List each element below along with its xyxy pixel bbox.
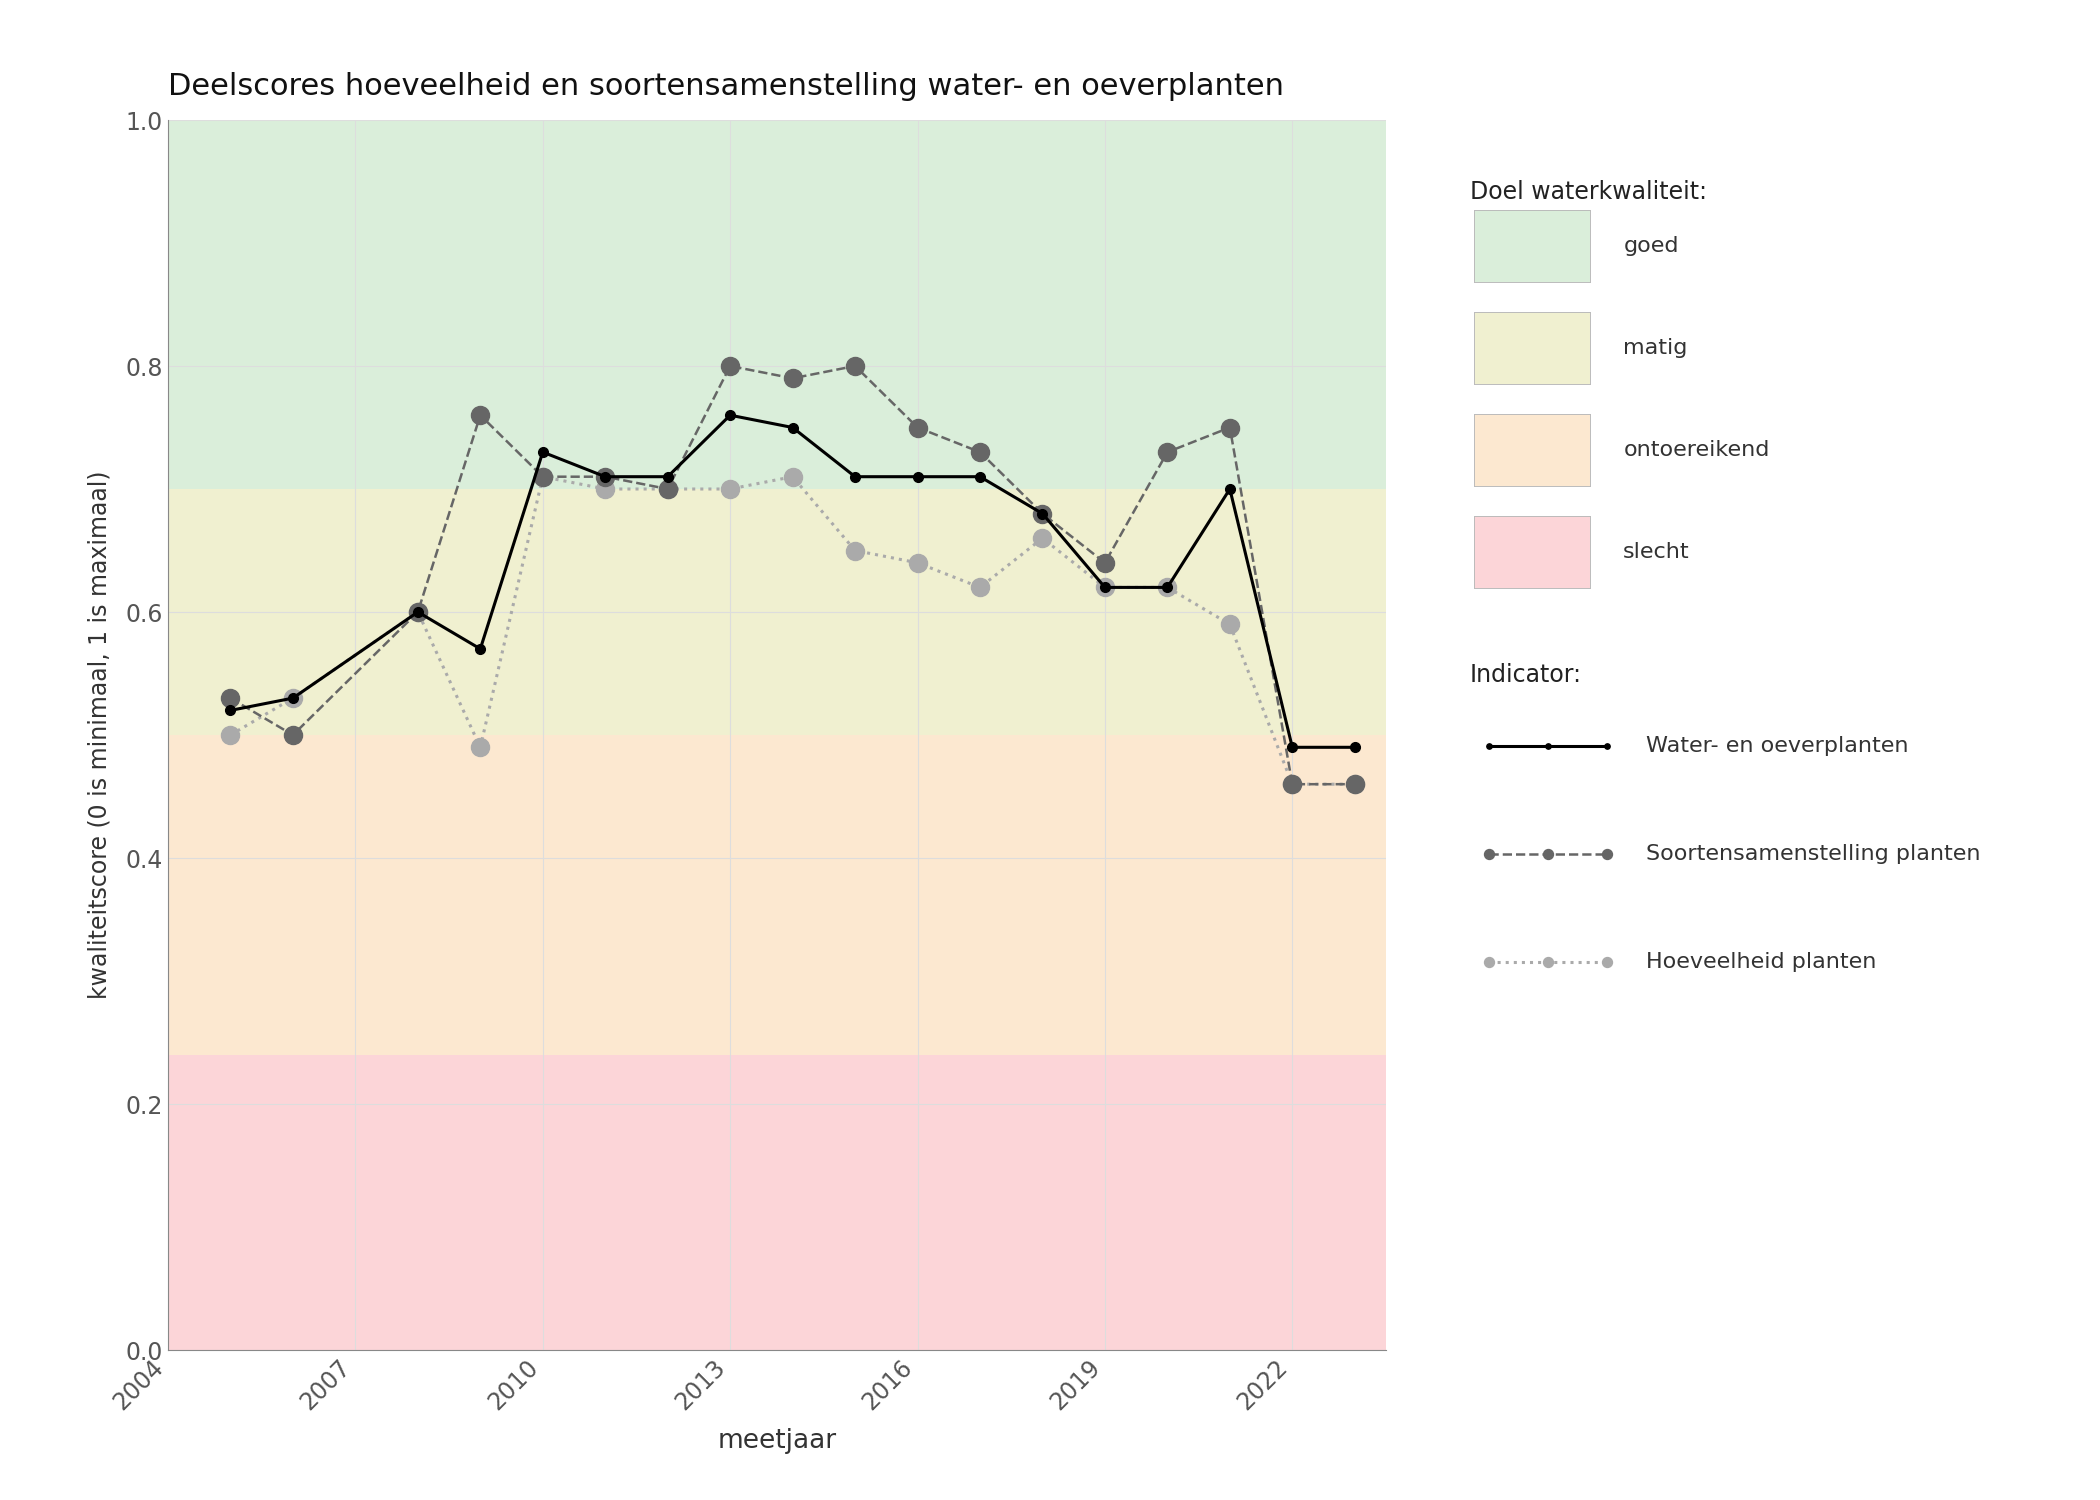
Water- en oeverplanten xyxy=(779,419,804,436)
Bar xyxy=(168,120,1386,489)
Soortensamenstelling planten xyxy=(842,357,867,375)
Soortensamenstelling planten xyxy=(405,603,430,621)
Water- en oeverplanten xyxy=(405,603,430,621)
Hoeveelheid planten xyxy=(968,579,993,597)
Water- en oeverplanten xyxy=(468,640,494,658)
Water- en oeverplanten xyxy=(279,688,304,706)
Soortensamenstelling planten xyxy=(1029,504,1054,522)
Water- en oeverplanten xyxy=(1218,480,1243,498)
Y-axis label: kwaliteitscore (0 is minimaal, 1 is maximaal): kwaliteitscore (0 is minimaal, 1 is maxi… xyxy=(88,471,111,999)
Soortensamenstelling planten xyxy=(1155,442,1180,460)
Text: Hoeveelheid planten: Hoeveelheid planten xyxy=(1646,951,1877,972)
Text: slecht: slecht xyxy=(1623,542,1690,562)
Water- en oeverplanten xyxy=(1155,579,1180,597)
Soortensamenstelling planten xyxy=(779,369,804,387)
X-axis label: meetjaar: meetjaar xyxy=(718,1428,836,1454)
Soortensamenstelling planten xyxy=(529,468,554,486)
Bar xyxy=(168,735,1386,1054)
Soortensamenstelling planten xyxy=(218,688,244,706)
Water- en oeverplanten xyxy=(718,406,743,424)
Water- en oeverplanten xyxy=(1092,579,1117,597)
Soortensamenstelling planten xyxy=(1342,776,1367,794)
Water- en oeverplanten xyxy=(1279,738,1304,756)
Soortensamenstelling planten xyxy=(468,406,494,424)
Line: Soortensamenstelling planten: Soortensamenstelling planten xyxy=(220,357,1363,794)
Water- en oeverplanten xyxy=(968,468,993,486)
Water- en oeverplanten xyxy=(1029,504,1054,522)
Hoeveelheid planten xyxy=(1218,615,1243,633)
Water- en oeverplanten xyxy=(905,468,930,486)
Line: Hoeveelheid planten: Hoeveelheid planten xyxy=(220,468,1363,794)
Text: Deelscores hoeveelheid en soortensamenstelling water- en oeverplanten: Deelscores hoeveelheid en soortensamenst… xyxy=(168,72,1283,100)
Hoeveelheid planten xyxy=(405,603,430,621)
Hoeveelheid planten xyxy=(279,688,304,706)
Hoeveelheid planten xyxy=(1029,530,1054,548)
Hoeveelheid planten xyxy=(468,738,494,756)
Text: ontoereikend: ontoereikend xyxy=(1623,440,1770,460)
Hoeveelheid planten xyxy=(779,468,804,486)
Text: Water- en oeverplanten: Water- en oeverplanten xyxy=(1646,735,1909,756)
Soortensamenstelling planten xyxy=(905,419,930,436)
Hoeveelheid planten xyxy=(718,480,743,498)
Soortensamenstelling planten xyxy=(1218,419,1243,436)
Soortensamenstelling planten xyxy=(718,357,743,375)
Soortensamenstelling planten xyxy=(592,468,617,486)
Water- en oeverplanten xyxy=(529,442,554,460)
Hoeveelheid planten xyxy=(218,726,244,744)
Water- en oeverplanten xyxy=(655,468,680,486)
Soortensamenstelling planten xyxy=(968,442,993,460)
Hoeveelheid planten xyxy=(655,480,680,498)
Text: Soortensamenstelling planten: Soortensamenstelling planten xyxy=(1646,843,1980,864)
Text: goed: goed xyxy=(1623,236,1678,256)
Hoeveelheid planten xyxy=(905,554,930,572)
Hoeveelheid planten xyxy=(1155,579,1180,597)
Hoeveelheid planten xyxy=(1092,579,1117,597)
Soortensamenstelling planten xyxy=(1279,776,1304,794)
Text: matig: matig xyxy=(1623,338,1688,358)
Water- en oeverplanten xyxy=(1342,738,1367,756)
Line: Water- en oeverplanten: Water- en oeverplanten xyxy=(225,411,1359,752)
Bar xyxy=(168,489,1386,735)
Hoeveelheid planten xyxy=(592,480,617,498)
Soortensamenstelling planten xyxy=(655,480,680,498)
Hoeveelheid planten xyxy=(1342,776,1367,794)
Hoeveelheid planten xyxy=(1279,776,1304,794)
Bar xyxy=(168,1054,1386,1350)
Water- en oeverplanten xyxy=(218,702,244,720)
Hoeveelheid planten xyxy=(842,542,867,560)
Hoeveelheid planten xyxy=(529,468,554,486)
Text: Indicator:: Indicator: xyxy=(1470,663,1581,687)
Soortensamenstelling planten xyxy=(279,726,304,744)
Text: Doel waterkwaliteit:: Doel waterkwaliteit: xyxy=(1470,180,1707,204)
Soortensamenstelling planten xyxy=(1092,554,1117,572)
Water- en oeverplanten xyxy=(842,468,867,486)
Water- en oeverplanten xyxy=(592,468,617,486)
